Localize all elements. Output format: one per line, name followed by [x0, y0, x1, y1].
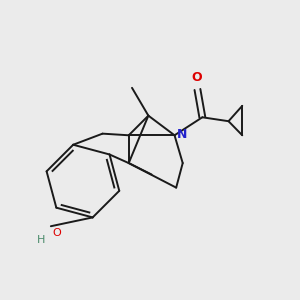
- Text: N: N: [177, 128, 188, 141]
- Text: O: O: [191, 70, 202, 84]
- Text: H: H: [37, 235, 45, 245]
- Text: O: O: [53, 228, 62, 239]
